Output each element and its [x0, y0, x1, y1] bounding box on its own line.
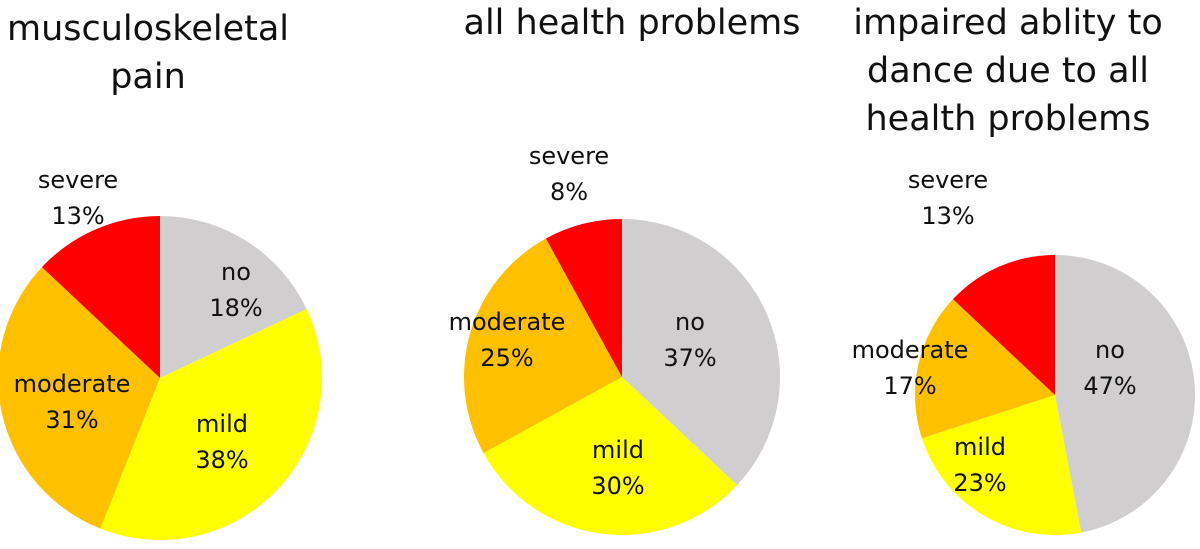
slice-percent-mild: 23% [953, 469, 1006, 497]
slice-percent-moderate: 17% [883, 372, 936, 400]
slice-label-severe: severe [908, 166, 988, 194]
slice-label-no: no [1095, 336, 1125, 364]
pie-slice-severe [545, 219, 622, 377]
pie-slice-no [622, 219, 780, 486]
pie-slice-moderate [464, 238, 622, 454]
slice-label-moderate: moderate [852, 336, 969, 364]
pie-chart-musculoskeletal-pain: no 18% mild 38% moderate 31% severe 13% musculos… [0, 9, 322, 540]
pie-slice-moderate [0, 267, 160, 529]
slice-label-moderate: moderate [449, 308, 566, 336]
slice-label-moderate: moderate [14, 370, 131, 398]
chart-title-line: dance due to all [867, 51, 1149, 91]
chart-title-line: all health problems [464, 3, 801, 43]
chart-title-line: musculoskeletal [7, 9, 289, 49]
pie-slice-mild [100, 309, 322, 540]
pie-slice-severe [952, 255, 1055, 395]
pie-slice-mild [483, 377, 738, 535]
slice-percent-moderate: 31% [45, 406, 98, 434]
slice-percent-severe: 8% [550, 178, 588, 206]
chart-title-line: pain [110, 57, 186, 97]
slice-percent-mild: 38% [195, 446, 248, 474]
pie-chart-all-health-problems: no 37% mild 30% moderate 25% severe 8% all healt… [449, 3, 801, 535]
chart-title-line: health problems [866, 99, 1151, 139]
slice-percent-severe: 13% [51, 202, 104, 230]
slice-percent-no: 37% [663, 344, 716, 372]
slice-label-severe: severe [529, 142, 609, 170]
slice-label-severe: severe [38, 166, 118, 194]
slice-label-mild: mild [196, 410, 248, 438]
pie-slice-severe [41, 216, 160, 378]
slice-percent-mild: 30% [591, 472, 644, 500]
pie-slice-no [1055, 255, 1195, 533]
slice-percent-severe: 13% [921, 202, 974, 230]
slice-label-mild: mild [954, 433, 1006, 461]
slice-percent-moderate: 25% [480, 344, 533, 372]
pie-slice-moderate [914, 299, 1055, 439]
slice-label-mild: mild [592, 436, 644, 464]
pie-slice-no [160, 216, 307, 378]
slice-percent-no: 18% [209, 294, 262, 322]
chart-title-line: impaired ablity to [853, 3, 1163, 43]
slice-label-no: no [675, 308, 705, 336]
slice-label-no: no [221, 258, 251, 286]
pie-chart-impaired-ability-to-dance: no 47% mild 23% moderate 17% severe 13% impaired… [852, 3, 1195, 535]
pie-slice-mild [921, 395, 1082, 535]
slice-percent-no: 47% [1083, 372, 1136, 400]
